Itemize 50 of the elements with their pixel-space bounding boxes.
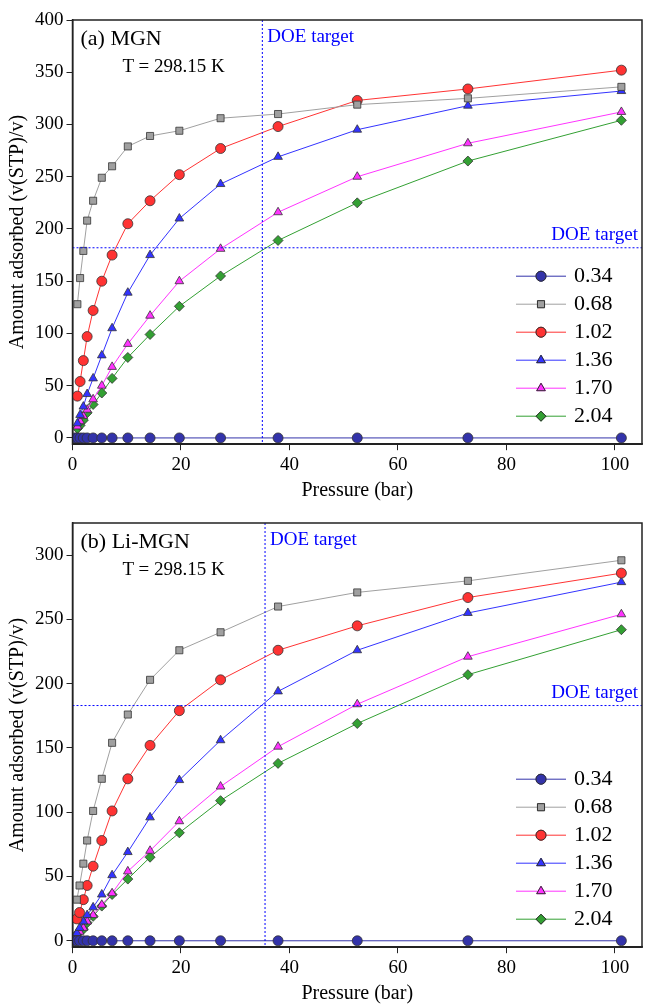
ref-line-label: DOE target [551, 681, 639, 703]
annotation: T = 298.15 K [122, 558, 225, 580]
legend-label: 1.70 [574, 876, 613, 902]
y-tick-label: 0 [54, 425, 64, 447]
y-tick-label: 200 [35, 671, 64, 693]
legend-label: 1.02 [574, 317, 613, 343]
y-tick-label: 50 [44, 864, 64, 886]
x-axis-title: Pressure (bar) [301, 981, 414, 1005]
legend-label: 1.36 [574, 848, 613, 874]
y-axis-title: Amount adsorbed (v(STP)/v) [5, 114, 29, 350]
x-axis-title: Pressure (bar) [301, 478, 414, 502]
x-tick-label: 100 [600, 955, 630, 977]
x-tick-label: 80 [496, 452, 516, 474]
y-tick-label: 100 [35, 321, 64, 343]
y-tick-label: 300 [35, 543, 64, 565]
x-tick-label: 20 [171, 452, 191, 474]
x-tick-label: 60 [388, 955, 408, 977]
y-tick-label: 150 [35, 735, 64, 757]
x-tick-label: 40 [279, 452, 299, 474]
legend-label: 1.36 [574, 345, 613, 371]
legend-label: 2.04 [574, 401, 613, 427]
annotation: (b) Li-MGN [80, 527, 190, 553]
annotation: T = 298.15 K [122, 55, 225, 77]
x-tick-label: 60 [388, 452, 408, 474]
x-tick-label: 20 [171, 955, 191, 977]
y-tick-label: 150 [35, 269, 64, 291]
y-tick-label: 100 [35, 800, 64, 822]
y-axis-title: Amount adsorbed (v(STP)/v) [5, 617, 29, 853]
x-tick-label: 100 [600, 452, 630, 474]
ref-line-label: DOE target [267, 25, 355, 47]
y-tick-label: 250 [35, 607, 64, 629]
ref-line-label: DOE target [270, 528, 358, 550]
legend-label: 0.34 [574, 764, 613, 790]
y-tick-label: 0 [54, 928, 64, 950]
legend-label: 0.68 [574, 289, 613, 315]
x-tick-label: 80 [496, 955, 516, 977]
y-tick-label: 350 [35, 60, 64, 82]
annotation: (a) MGN [80, 24, 162, 50]
legend-label: 1.70 [574, 373, 613, 399]
legend-label: 0.34 [574, 261, 613, 287]
legend-label: 0.68 [574, 792, 613, 818]
y-tick-label: 400 [35, 7, 64, 29]
y-tick-label: 300 [35, 112, 64, 134]
y-tick-label: 200 [35, 216, 64, 238]
legend-label: 1.02 [574, 820, 613, 846]
x-tick-label: 40 [279, 955, 299, 977]
y-tick-label: 250 [35, 164, 64, 186]
y-tick-label: 50 [44, 373, 64, 395]
ref-line-label: DOE target [551, 223, 639, 245]
legend-label: 2.04 [574, 904, 613, 930]
